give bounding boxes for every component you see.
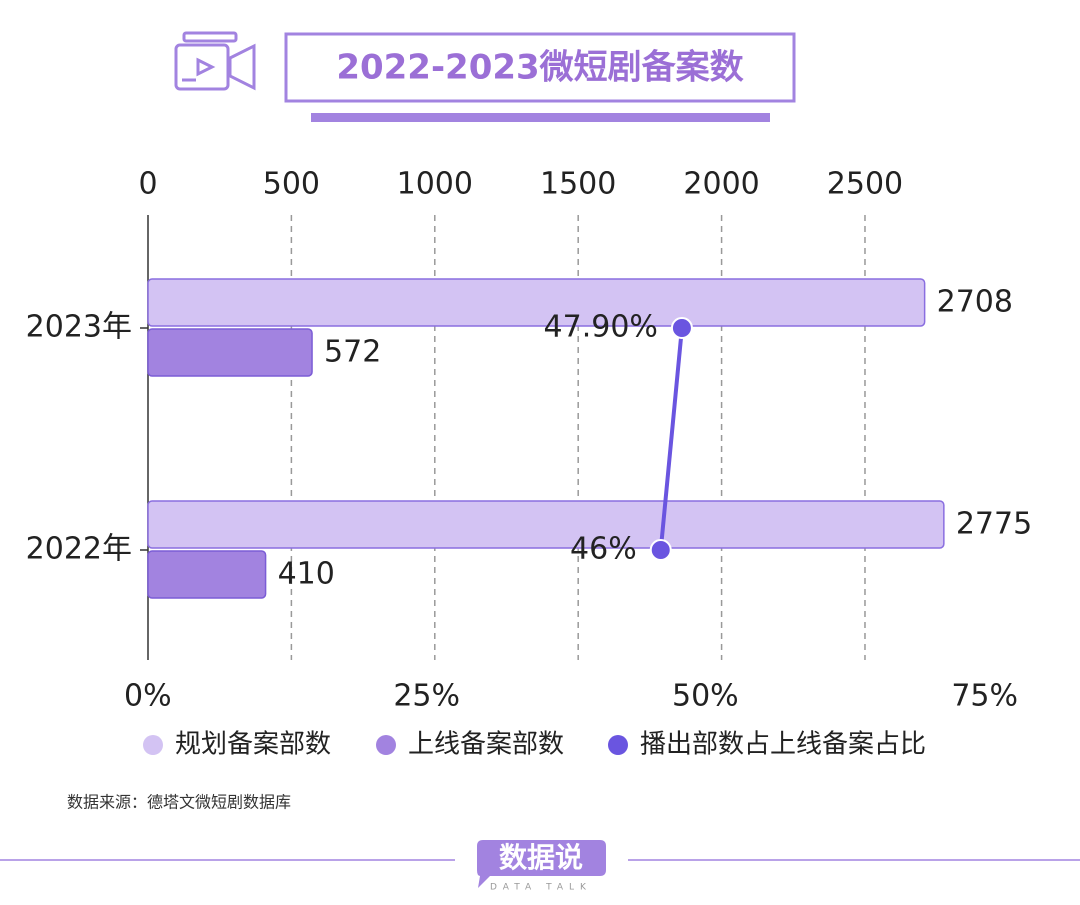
y-tick-label: 2022年	[26, 532, 132, 567]
x2-tick-label: 50%	[672, 679, 739, 714]
bar-value-label: 2708	[937, 285, 1013, 320]
logo-tagline: DATA TALK	[490, 883, 592, 893]
x-tick-label: 500	[263, 167, 320, 202]
bar-value-label: 410	[278, 557, 335, 592]
ratio-line	[658, 327, 684, 551]
source-note: 数据来源：德塔文微短剧数据库	[67, 793, 291, 812]
legend-swatch	[608, 735, 628, 755]
x2-tick-label: 0%	[124, 679, 172, 714]
x-tick-label: 2000	[683, 167, 759, 202]
legend-label: 播出部数占上线备案占比	[640, 730, 926, 760]
x-tick-label: 2500	[827, 167, 903, 202]
chart-title: 2022-2023微短剧备案数	[336, 48, 743, 88]
title-underline	[311, 113, 770, 122]
legend-swatch	[376, 735, 396, 755]
bar	[147, 550, 267, 599]
x-tick-label: 0	[138, 167, 157, 202]
x-tick-label: 1500	[540, 167, 616, 202]
title-box	[284, 32, 796, 103]
ratio-point	[649, 539, 672, 561]
legend-swatch	[143, 735, 163, 755]
x2-tick-label: 25%	[393, 679, 460, 714]
x-tick-label: 1000	[397, 167, 473, 202]
legend-label: 上线备案部数	[408, 730, 564, 760]
bar-value-label: 572	[324, 335, 381, 370]
bar	[147, 500, 945, 549]
logo-bubble	[477, 840, 606, 888]
bar	[147, 278, 926, 327]
legend-label: 规划备案部数	[175, 730, 331, 760]
x2-tick-label: 75%	[951, 679, 1018, 714]
ratio-point	[670, 317, 693, 339]
ratio-value-label: 47.90%	[544, 310, 658, 345]
camera-icon	[174, 31, 256, 91]
bar	[147, 328, 313, 377]
bar-value-label: 2775	[956, 507, 1032, 542]
logo-name: 数据说	[499, 841, 583, 874]
ratio-value-label: 46%	[570, 532, 637, 567]
y-tick-label: 2023年	[26, 310, 132, 345]
